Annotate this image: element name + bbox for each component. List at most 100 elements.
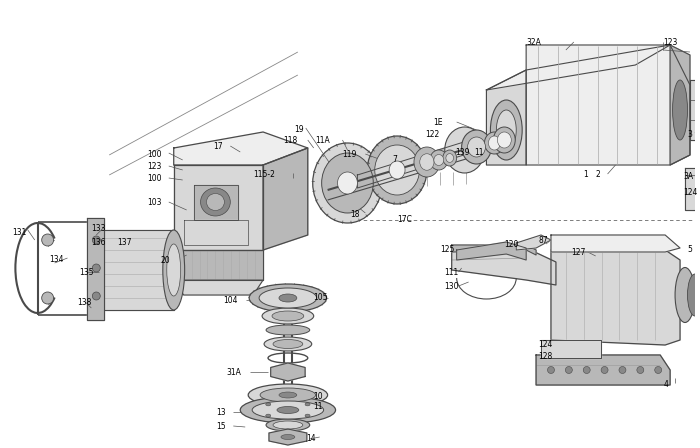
Text: 124: 124 bbox=[683, 188, 697, 197]
Ellipse shape bbox=[698, 86, 700, 94]
Text: 111: 111 bbox=[444, 268, 458, 277]
Text: 100: 100 bbox=[147, 150, 162, 159]
Text: 139: 139 bbox=[455, 148, 470, 157]
Polygon shape bbox=[536, 355, 670, 385]
Ellipse shape bbox=[468, 137, 486, 157]
Polygon shape bbox=[452, 248, 556, 285]
Ellipse shape bbox=[92, 236, 100, 244]
Polygon shape bbox=[541, 340, 601, 358]
Polygon shape bbox=[452, 245, 536, 255]
Ellipse shape bbox=[389, 161, 405, 179]
Ellipse shape bbox=[249, 284, 327, 312]
Text: 103: 103 bbox=[147, 198, 162, 207]
Polygon shape bbox=[271, 363, 305, 381]
Text: 115-2: 115-2 bbox=[253, 170, 275, 179]
Text: 11: 11 bbox=[313, 402, 322, 411]
Ellipse shape bbox=[566, 366, 573, 374]
Ellipse shape bbox=[420, 154, 434, 170]
Ellipse shape bbox=[444, 127, 484, 173]
Ellipse shape bbox=[489, 136, 500, 150]
Polygon shape bbox=[486, 45, 670, 90]
Ellipse shape bbox=[368, 136, 427, 204]
Polygon shape bbox=[526, 45, 690, 165]
Ellipse shape bbox=[313, 143, 382, 223]
Text: 1E: 1E bbox=[433, 118, 442, 127]
Polygon shape bbox=[486, 70, 526, 165]
Ellipse shape bbox=[262, 308, 314, 324]
Polygon shape bbox=[551, 250, 680, 345]
Ellipse shape bbox=[583, 366, 590, 374]
Text: 87: 87 bbox=[538, 236, 547, 245]
Ellipse shape bbox=[498, 132, 511, 148]
Text: 138: 138 bbox=[78, 298, 92, 307]
Text: 3A: 3A bbox=[683, 172, 693, 181]
Text: 14: 14 bbox=[306, 434, 316, 443]
Text: 3: 3 bbox=[687, 130, 692, 139]
Text: 131: 131 bbox=[12, 228, 27, 237]
Ellipse shape bbox=[654, 366, 661, 374]
Text: 20: 20 bbox=[161, 256, 171, 265]
Ellipse shape bbox=[279, 294, 297, 302]
Ellipse shape bbox=[279, 392, 297, 398]
Text: 119: 119 bbox=[342, 150, 357, 159]
Text: 11: 11 bbox=[475, 148, 484, 157]
Text: 17: 17 bbox=[214, 142, 223, 151]
Polygon shape bbox=[358, 135, 486, 188]
Ellipse shape bbox=[281, 435, 295, 439]
Polygon shape bbox=[263, 148, 308, 250]
Text: 135: 135 bbox=[79, 268, 94, 277]
Ellipse shape bbox=[42, 292, 54, 304]
Text: 133: 133 bbox=[91, 224, 106, 233]
Text: 10: 10 bbox=[313, 392, 322, 401]
Ellipse shape bbox=[260, 388, 316, 402]
Ellipse shape bbox=[248, 384, 328, 406]
Ellipse shape bbox=[167, 244, 181, 296]
Ellipse shape bbox=[92, 292, 100, 300]
Ellipse shape bbox=[92, 264, 100, 272]
Text: 13: 13 bbox=[216, 408, 226, 417]
Ellipse shape bbox=[266, 403, 271, 406]
Ellipse shape bbox=[675, 267, 695, 323]
Ellipse shape bbox=[42, 234, 54, 246]
Ellipse shape bbox=[619, 366, 626, 374]
Ellipse shape bbox=[266, 325, 309, 335]
Ellipse shape bbox=[491, 100, 522, 160]
Polygon shape bbox=[269, 429, 307, 445]
Text: 128: 128 bbox=[538, 352, 552, 361]
Text: 120: 120 bbox=[504, 240, 519, 249]
Ellipse shape bbox=[446, 154, 454, 162]
Text: 130: 130 bbox=[444, 282, 458, 291]
Polygon shape bbox=[183, 220, 248, 245]
Text: 122: 122 bbox=[425, 130, 439, 139]
Ellipse shape bbox=[696, 212, 700, 218]
Polygon shape bbox=[88, 218, 104, 320]
Ellipse shape bbox=[494, 127, 515, 153]
Text: 105: 105 bbox=[313, 293, 327, 302]
Ellipse shape bbox=[163, 230, 185, 310]
Polygon shape bbox=[516, 235, 551, 250]
Ellipse shape bbox=[240, 397, 335, 423]
Ellipse shape bbox=[687, 274, 700, 316]
Ellipse shape bbox=[461, 130, 491, 164]
Text: 1: 1 bbox=[583, 170, 588, 179]
Ellipse shape bbox=[305, 403, 310, 406]
Text: 7: 7 bbox=[392, 155, 397, 164]
Text: 18: 18 bbox=[351, 210, 360, 219]
Ellipse shape bbox=[484, 132, 504, 154]
Text: 4: 4 bbox=[663, 380, 668, 389]
Text: 5: 5 bbox=[687, 245, 692, 254]
Polygon shape bbox=[670, 45, 690, 165]
Ellipse shape bbox=[273, 340, 303, 349]
Text: 127: 127 bbox=[570, 248, 585, 257]
Ellipse shape bbox=[305, 414, 310, 417]
Text: 134: 134 bbox=[50, 255, 64, 264]
Ellipse shape bbox=[272, 311, 304, 321]
Polygon shape bbox=[685, 168, 700, 210]
Polygon shape bbox=[551, 235, 680, 252]
Polygon shape bbox=[174, 132, 308, 165]
Ellipse shape bbox=[496, 110, 516, 150]
Ellipse shape bbox=[430, 150, 448, 170]
Polygon shape bbox=[104, 230, 174, 310]
Ellipse shape bbox=[443, 150, 456, 166]
Polygon shape bbox=[456, 242, 526, 260]
